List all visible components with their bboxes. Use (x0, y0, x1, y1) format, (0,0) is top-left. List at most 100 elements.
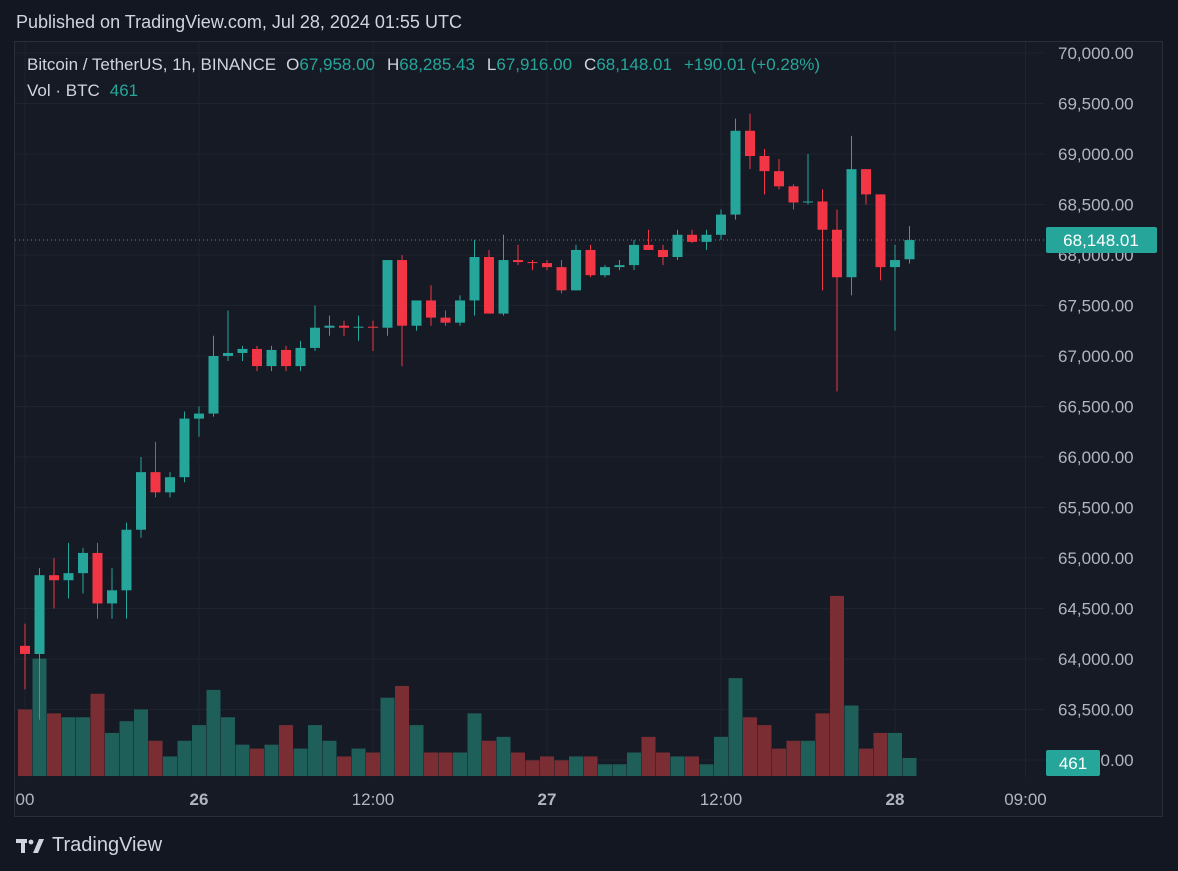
axis-badges: 68,148.01 461 (1046, 227, 1157, 776)
candle (585, 244, 596, 278)
time-tick-label: 12:00 (352, 790, 395, 809)
candle-body (846, 169, 857, 278)
candle (107, 568, 117, 619)
candle (527, 260, 538, 271)
volume-bar (380, 697, 395, 776)
price-tick-label: 66,000.00 (1058, 448, 1134, 467)
published-caption: Published on TradingView.com, Jul 28, 20… (16, 12, 462, 32)
candle (266, 345, 277, 372)
candle (846, 135, 857, 296)
candle (890, 244, 900, 331)
volume-bar (177, 740, 192, 776)
candle-body (324, 325, 335, 328)
candle (223, 310, 233, 362)
candle-body (643, 244, 654, 250)
last-volume-badge-label: 461 (1059, 754, 1087, 773)
volume-bar (815, 713, 830, 776)
price-tick-label: 67,500.00 (1058, 297, 1134, 316)
chart-frame (14, 41, 1163, 817)
volume-bars (18, 595, 917, 776)
candle-body (194, 413, 204, 419)
candle-body (426, 300, 436, 318)
open-value: 67,958.00 (299, 55, 375, 74)
volume-bar (337, 756, 351, 776)
time-axis[interactable]: 00 26 12:00 27 12:00 28 09:00 (16, 790, 1047, 809)
candle (281, 345, 291, 372)
candle-body (92, 552, 103, 604)
candle-body (890, 260, 900, 268)
candle-body (585, 249, 596, 276)
candle-body (281, 349, 291, 367)
candle-body (310, 327, 320, 348)
volume-bar (453, 752, 467, 776)
ohlc-legend: Bitcoin / TetherUS, 1h, BINANCE O67,958.0… (27, 55, 832, 75)
candle (600, 265, 610, 278)
candle (469, 239, 480, 316)
candle (208, 335, 219, 417)
change-value: +190.01 (+0.28%) (683, 55, 821, 74)
volume-bar (148, 740, 163, 776)
candle (672, 229, 683, 261)
candle (614, 260, 625, 271)
candle (498, 234, 509, 316)
candle-body (237, 348, 248, 353)
volume-bar (134, 709, 148, 776)
price-tick-label: 65,000.00 (1058, 549, 1134, 568)
candle-body (484, 257, 494, 314)
candle-body (904, 240, 915, 260)
candle-body (788, 186, 799, 203)
candle-body (121, 529, 132, 591)
candle-body (571, 249, 581, 291)
candle (150, 441, 161, 498)
candle (49, 558, 59, 609)
candle (513, 244, 523, 266)
volume-bar (598, 764, 612, 776)
footer-brand-text[interactable]: TradingView (52, 834, 163, 856)
candle (658, 244, 668, 266)
close-key: C (584, 55, 597, 74)
volume-bar (873, 732, 888, 776)
candle (324, 315, 335, 336)
symbol-label[interactable]: Bitcoin / TetherUS, 1h, BINANCE (27, 55, 277, 74)
volume-bar (540, 756, 554, 776)
candle-body (266, 349, 277, 367)
candle-body (150, 472, 161, 493)
price-axis[interactable]: 63,000.0063,500.0064,000.0064,500.0065,0… (1058, 44, 1134, 770)
candle (237, 345, 248, 362)
candle-body (397, 260, 407, 326)
volume-bar (482, 740, 496, 776)
candle-body (339, 325, 349, 328)
volume-bar (76, 717, 90, 776)
candle (411, 300, 422, 331)
candle (353, 315, 364, 341)
candle (252, 345, 262, 372)
volume-legend: Vol · BTC 461 (27, 81, 150, 101)
candle (803, 154, 813, 205)
candle-body (614, 265, 625, 268)
volume-label[interactable]: Vol · BTC (27, 81, 100, 100)
grid-lines (15, 42, 1045, 777)
last-price-badge-bg (1046, 227, 1157, 254)
high-key: H (387, 55, 400, 74)
candle-body (78, 552, 88, 574)
volume-bar (830, 595, 844, 776)
volume-bar (888, 732, 902, 776)
candles (20, 113, 915, 720)
volume-bar (90, 693, 105, 776)
candle-body (803, 201, 813, 203)
candle (556, 260, 567, 294)
low-value: 67,916.00 (496, 55, 573, 74)
candle (382, 260, 393, 336)
volume-bar (163, 756, 177, 776)
candle (542, 260, 552, 271)
candle-body (34, 575, 45, 654)
volume-bar (18, 709, 32, 776)
volume-bar (714, 736, 728, 776)
candle (875, 194, 886, 281)
candle-body (861, 169, 871, 195)
volume-bar (322, 740, 337, 776)
candle-body (368, 326, 378, 328)
candle-body (49, 575, 59, 581)
price-tick-label: 63,500.00 (1058, 701, 1134, 720)
